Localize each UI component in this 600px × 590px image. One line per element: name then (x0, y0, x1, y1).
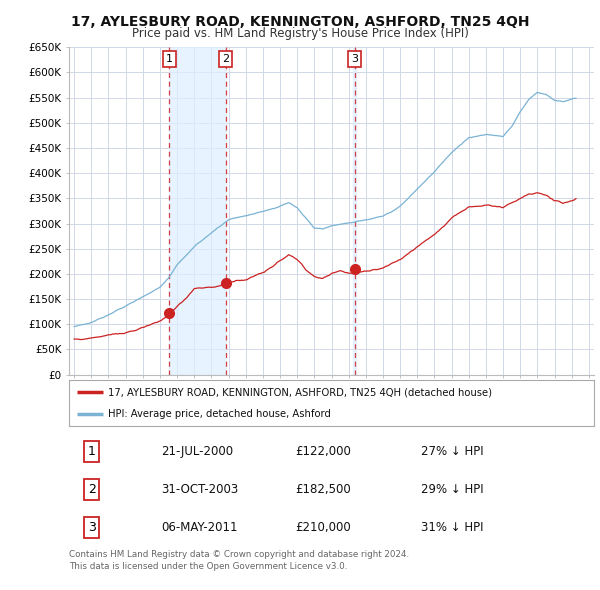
Text: 31% ↓ HPI: 31% ↓ HPI (421, 521, 483, 534)
Text: 31-OCT-2003: 31-OCT-2003 (161, 483, 238, 496)
Text: 3: 3 (88, 521, 95, 534)
Text: 2: 2 (222, 54, 229, 64)
Text: HPI: Average price, detached house, Ashford: HPI: Average price, detached house, Ashf… (109, 408, 331, 418)
Text: £210,000: £210,000 (295, 521, 350, 534)
Bar (353, 47, 356, 375)
Text: 2: 2 (88, 483, 95, 496)
Text: 06-MAY-2011: 06-MAY-2011 (161, 521, 238, 534)
Text: £182,500: £182,500 (295, 483, 350, 496)
Text: 1: 1 (166, 54, 173, 64)
Text: Price paid vs. HM Land Registry's House Price Index (HPI): Price paid vs. HM Land Registry's House … (131, 27, 469, 40)
Text: 29% ↓ HPI: 29% ↓ HPI (421, 483, 484, 496)
Text: £122,000: £122,000 (295, 445, 350, 458)
Text: Contains HM Land Registry data © Crown copyright and database right 2024.
This d: Contains HM Land Registry data © Crown c… (69, 550, 409, 571)
Bar (169, 47, 226, 375)
Text: 17, AYLESBURY ROAD, KENNINGTON, ASHFORD, TN25 4QH: 17, AYLESBURY ROAD, KENNINGTON, ASHFORD,… (71, 15, 529, 29)
Text: 3: 3 (351, 54, 358, 64)
Text: 21-JUL-2000: 21-JUL-2000 (161, 445, 233, 458)
Text: 1: 1 (88, 445, 95, 458)
Text: 27% ↓ HPI: 27% ↓ HPI (421, 445, 484, 458)
Text: 17, AYLESBURY ROAD, KENNINGTON, ASHFORD, TN25 4QH (detached house): 17, AYLESBURY ROAD, KENNINGTON, ASHFORD,… (109, 388, 493, 398)
